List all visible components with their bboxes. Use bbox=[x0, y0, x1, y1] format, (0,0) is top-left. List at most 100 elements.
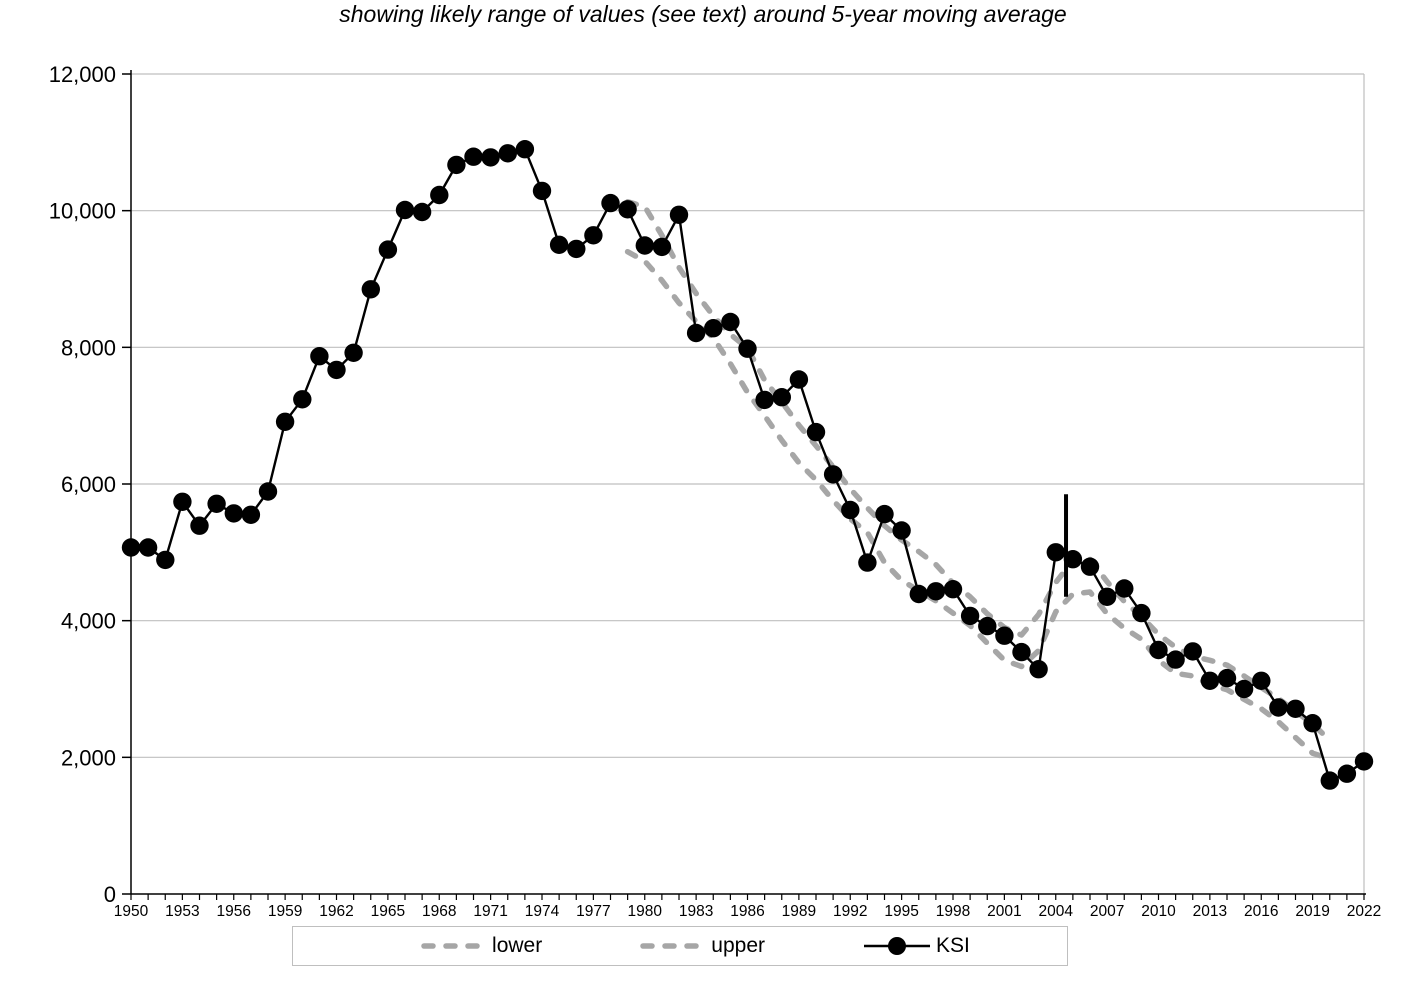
ksi-point bbox=[926, 582, 946, 601]
ksi-point bbox=[584, 226, 603, 245]
ksi-point bbox=[1029, 660, 1048, 679]
ksi-point bbox=[498, 144, 517, 163]
ksi-point bbox=[1149, 640, 1168, 660]
ksi-point bbox=[138, 538, 158, 557]
ksi-point bbox=[601, 193, 620, 213]
ksi-point bbox=[430, 185, 449, 205]
ksi-point bbox=[1012, 642, 1031, 662]
ksi-point bbox=[943, 580, 963, 599]
y-tick-label: 6,000 bbox=[61, 472, 116, 497]
ksi-point bbox=[310, 347, 329, 366]
ksi-point bbox=[892, 521, 911, 540]
x-tick-label: 1956 bbox=[217, 903, 251, 920]
x-tick-label: 1998 bbox=[936, 903, 970, 920]
y-tick-label: 2,000 bbox=[61, 745, 116, 770]
y-tick-label: 10,000 bbox=[49, 199, 116, 224]
ksi-point bbox=[567, 239, 586, 259]
ksi-point bbox=[549, 235, 569, 254]
ksi-point bbox=[669, 205, 689, 224]
x-tick-label: 1974 bbox=[525, 903, 560, 920]
x-tick-label: 1965 bbox=[371, 903, 405, 920]
ksi-point bbox=[960, 606, 980, 626]
ksi-point bbox=[823, 465, 843, 484]
x-tick-label: 1950 bbox=[114, 903, 149, 920]
ksi-point bbox=[1063, 550, 1083, 569]
y-tick-label: 8,000 bbox=[61, 335, 116, 360]
x-tick-label: 1971 bbox=[473, 903, 507, 920]
x-tick-label: 2022 bbox=[1347, 903, 1381, 920]
ksi-point bbox=[1183, 642, 1203, 661]
ksi-point bbox=[1303, 714, 1322, 733]
ksi-point bbox=[841, 500, 860, 520]
ksi-point bbox=[224, 504, 243, 523]
ksi-point bbox=[412, 202, 432, 222]
ksi-point bbox=[156, 550, 175, 570]
ksi-point bbox=[1337, 764, 1357, 783]
legend-item-ksi: KSI bbox=[862, 934, 970, 958]
x-tick-label: 2013 bbox=[1193, 903, 1227, 920]
upper-line bbox=[624, 199, 1333, 744]
ksi-point bbox=[789, 370, 809, 389]
x-tick-label: 1995 bbox=[884, 903, 918, 920]
y-tick-label: 4,000 bbox=[61, 609, 116, 634]
ksi-point bbox=[1354, 752, 1374, 771]
ksi-point bbox=[1286, 699, 1305, 718]
ksi-point bbox=[618, 200, 637, 219]
ksi-point bbox=[395, 200, 415, 220]
x-tick-label: 1989 bbox=[782, 903, 816, 920]
ksi-point bbox=[995, 626, 1014, 645]
ksi-point bbox=[858, 553, 877, 572]
ksi-point bbox=[515, 140, 535, 159]
ksi-point bbox=[1234, 679, 1254, 699]
ksi-point bbox=[241, 505, 261, 524]
gridlines bbox=[131, 73, 1365, 894]
series-ksi bbox=[121, 140, 1374, 790]
ksi-point bbox=[978, 616, 997, 636]
ksi-point bbox=[464, 147, 483, 166]
x-tick-label: 2001 bbox=[987, 903, 1021, 920]
ksi-point bbox=[755, 390, 774, 410]
x-tick-label: 1992 bbox=[833, 903, 867, 920]
ksi-point bbox=[293, 390, 312, 409]
lower-dashed-line-icon bbox=[421, 943, 487, 949]
legend-label-ksi: KSI bbox=[936, 934, 970, 957]
ksi-point bbox=[1080, 557, 1100, 576]
ksi-point bbox=[1115, 579, 1134, 598]
ksi-point bbox=[738, 339, 757, 358]
ksi-point bbox=[686, 323, 706, 343]
ksi-point bbox=[721, 312, 740, 332]
x-tick-label: 1977 bbox=[576, 903, 610, 920]
ksi-point bbox=[1200, 671, 1220, 690]
ksi-point bbox=[327, 360, 346, 380]
ksi-point bbox=[1166, 650, 1185, 669]
ksi-point bbox=[344, 343, 363, 362]
x-tick-labels: 1950 1953 1956 1959 1962 1965 1968 1971 1974 1977… bbox=[114, 894, 1381, 920]
x-tick-label: 1980 bbox=[628, 903, 663, 920]
ksi-point bbox=[207, 494, 226, 513]
y-tick-labels: 0 2,000 4,000 6,000 8,000 10,000 12,000 bbox=[49, 62, 131, 907]
y-tick-label: 12,000 bbox=[49, 62, 116, 87]
x-tick-label: 2019 bbox=[1295, 903, 1329, 920]
legend-label-upper: upper bbox=[711, 934, 765, 957]
x-tick-label: 1968 bbox=[422, 903, 456, 920]
ksi-point bbox=[361, 280, 380, 299]
ksi-point bbox=[532, 181, 552, 201]
ksi-point bbox=[806, 422, 826, 442]
ksi-point bbox=[772, 388, 791, 407]
ksi-point bbox=[1132, 603, 1151, 623]
ksi-point bbox=[1269, 698, 1288, 717]
ksi-point bbox=[1046, 543, 1066, 562]
ksi-point bbox=[173, 492, 192, 511]
ksi-point bbox=[481, 148, 500, 167]
x-tick-label: 2016 bbox=[1244, 903, 1278, 920]
legend-item-upper: upper bbox=[639, 934, 765, 958]
series-upper bbox=[624, 199, 1333, 744]
ksi-point bbox=[875, 504, 894, 524]
x-tick-label: 2004 bbox=[1039, 903, 1074, 920]
ksi-point bbox=[1097, 587, 1117, 606]
x-tick-label: 1953 bbox=[165, 903, 199, 920]
legend-box: lower upper KSI bbox=[292, 926, 1068, 966]
ksi-point bbox=[909, 584, 928, 604]
